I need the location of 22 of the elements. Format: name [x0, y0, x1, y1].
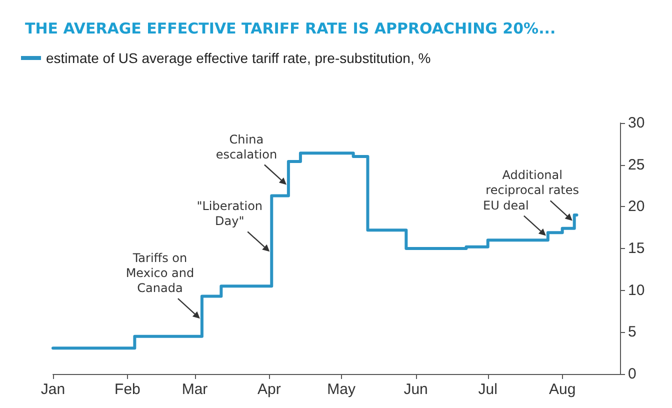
annotation: Additional reciprocal rates [486, 168, 580, 198]
annotation: "Liberation Day" [196, 199, 263, 228]
annotation: Tariffs on Mexico and Canada [126, 251, 194, 296]
legend-label: estimate of US average effective tariff rate, pre-substitution, % [46, 50, 431, 66]
x-tick-label: May [327, 381, 356, 398]
x-tick-label: Feb [114, 381, 140, 398]
y-tick-label: 15 [628, 240, 645, 257]
x-tick-label: Jul [478, 381, 498, 398]
annotation: China escalation [216, 132, 278, 162]
x-tick-label: Apr [258, 381, 281, 398]
x-tick-label: Jun [404, 381, 428, 398]
x-tick-label: Aug [548, 381, 576, 398]
y-tick-label: 10 [628, 282, 645, 299]
y-tick-label: 20 [628, 198, 645, 216]
y-tick-label: 0 [628, 366, 636, 382]
annotation: EU deal [482, 198, 529, 212]
x-tick-label: Mar [182, 381, 208, 398]
y-tick-label: 30 [628, 114, 645, 132]
y-tick-label: 25 [628, 156, 645, 174]
x-tick-label: Jan [40, 381, 66, 398]
chart-title: THE AVERAGE EFFECTIVE TARIFF RATE IS APPROACHING 20%... [25, 20, 556, 38]
y-tick-label: 5 [628, 324, 636, 341]
